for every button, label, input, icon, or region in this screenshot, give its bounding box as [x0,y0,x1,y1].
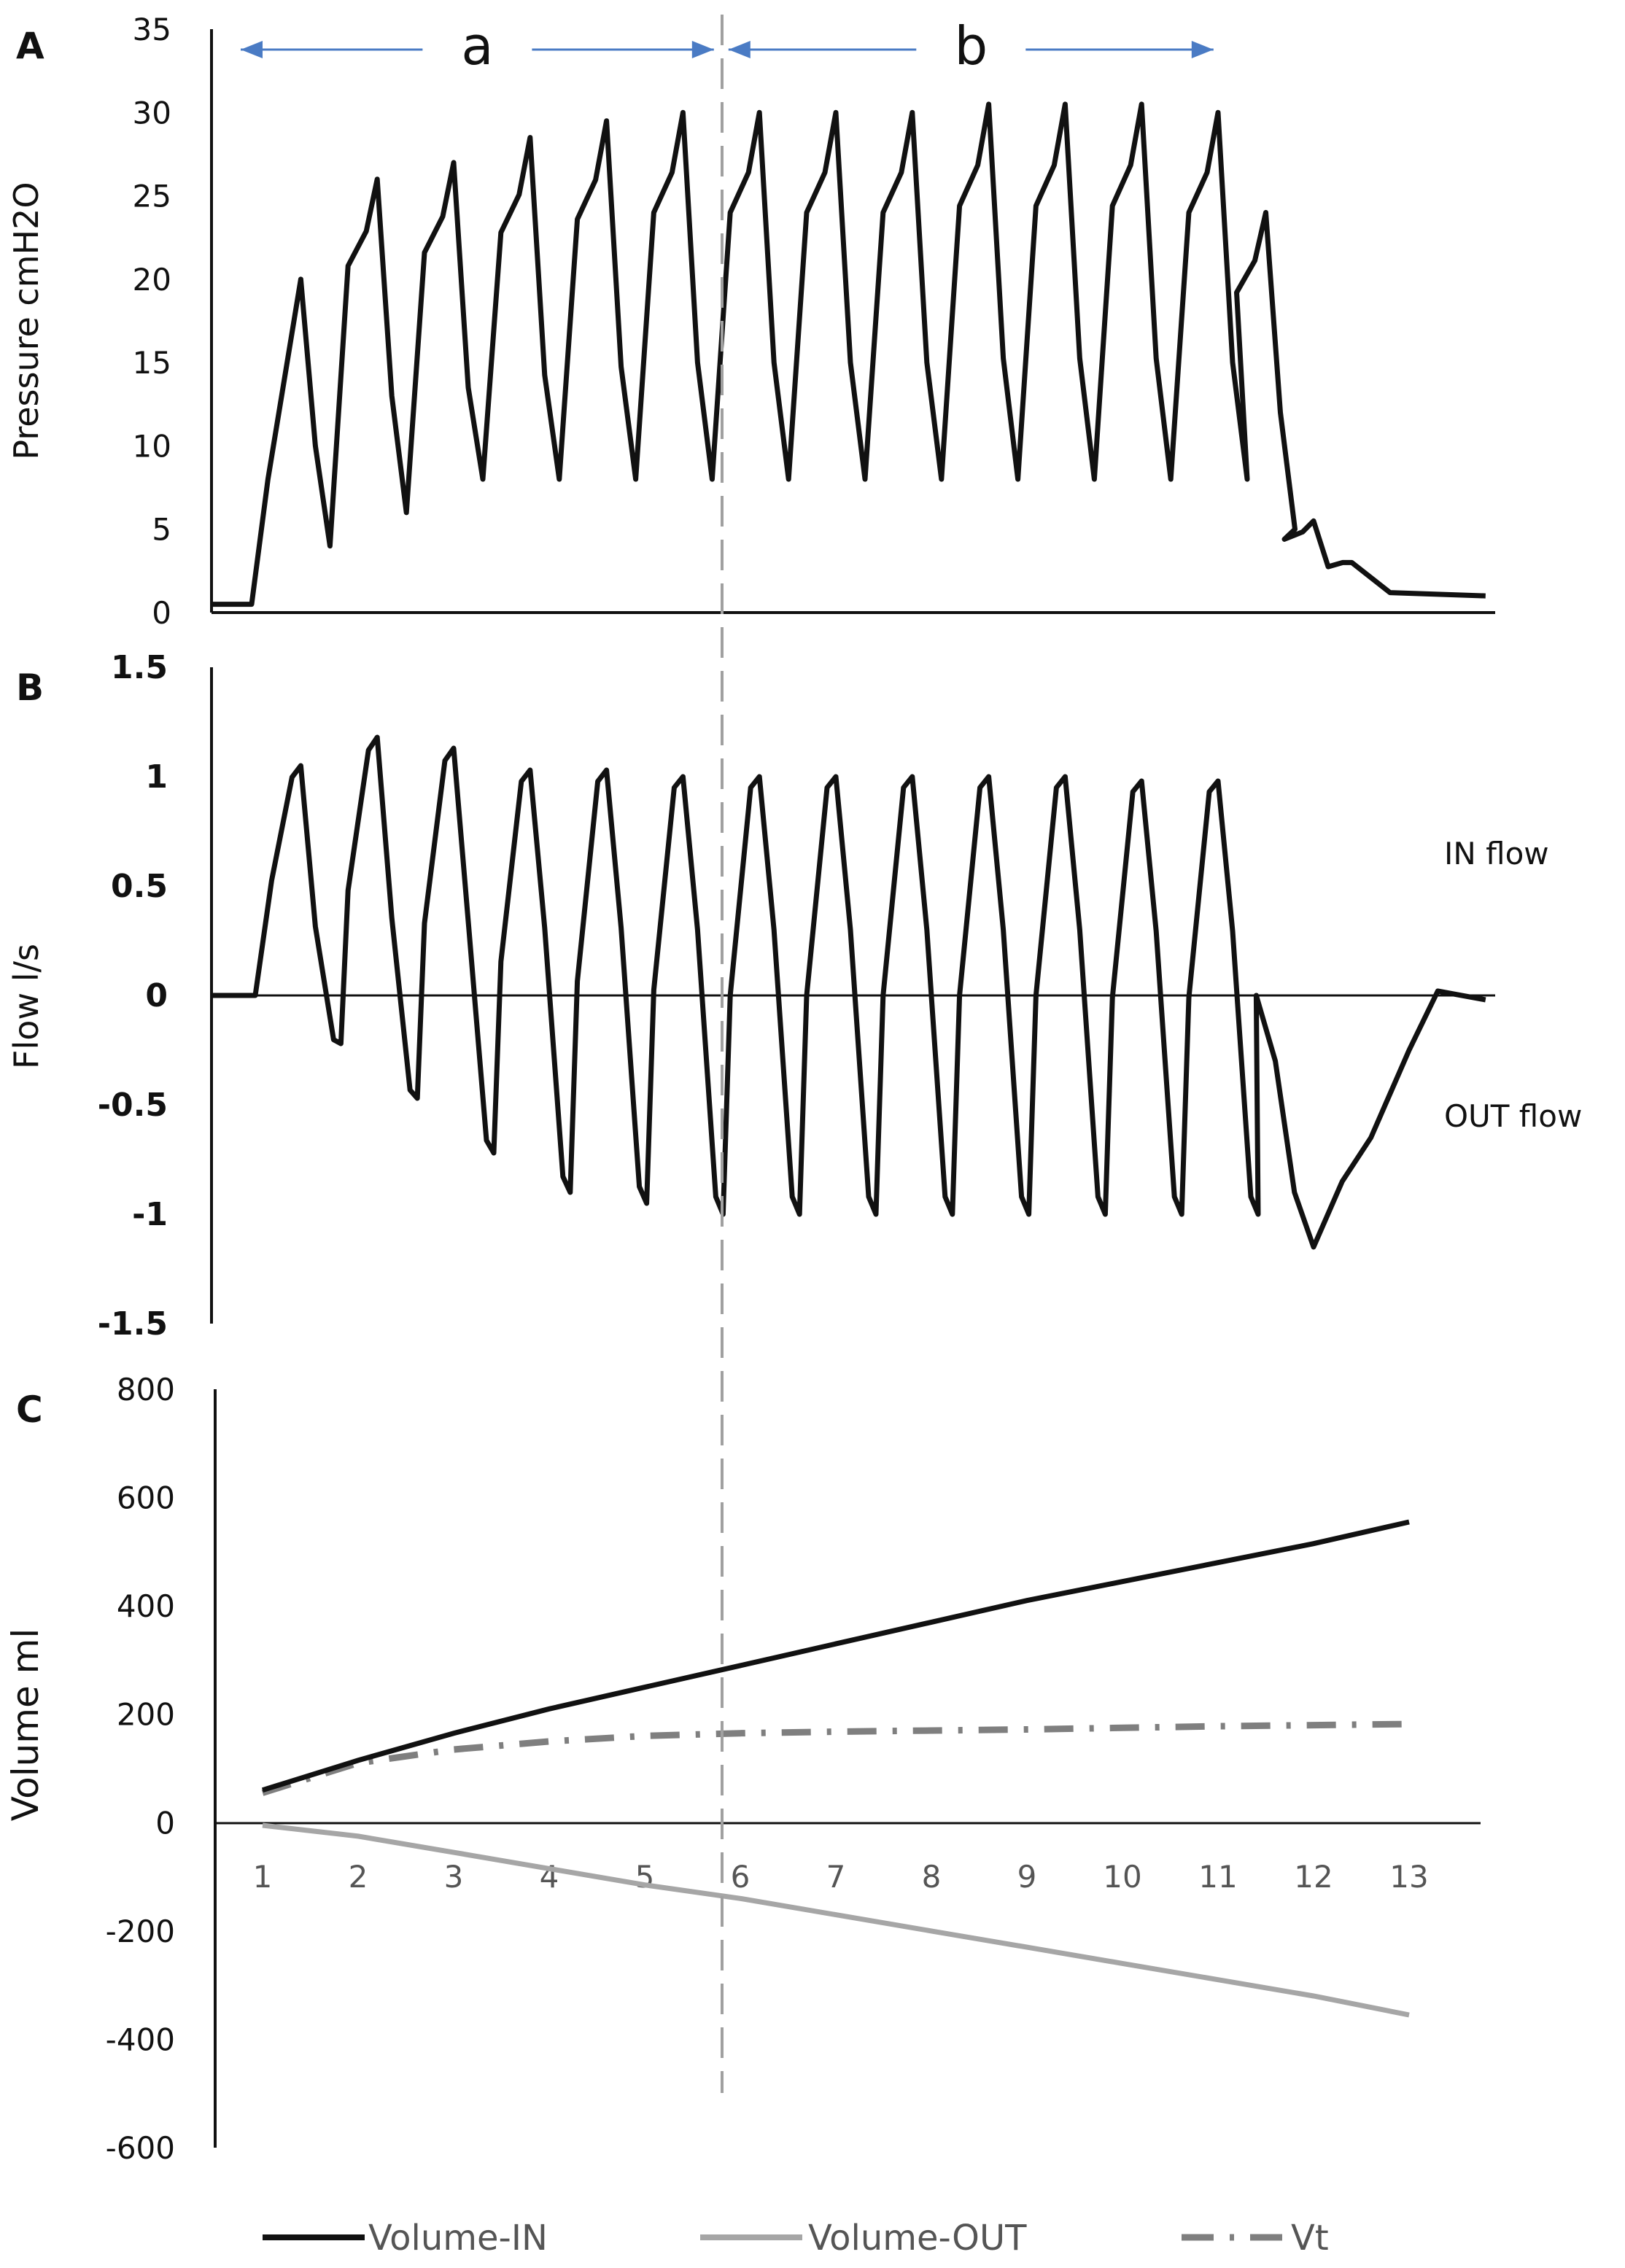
panel-c-xtick: 9 [1017,1859,1037,1895]
panel-a-ylabel: Pressure cmH2O [7,182,46,459]
panel-b-ytick: 0 [145,977,168,1014]
panel-c-ytick: -400 [106,2022,175,2057]
panel-c-ytick: 400 [117,1588,175,1624]
panel-a-ytick: 25 [133,179,171,214]
panel-c-xtick: 13 [1389,1859,1428,1895]
panel-c-ytick: 600 [117,1480,175,1516]
panel-a-ytick: 15 [133,345,171,381]
panel-c-xtick: 3 [444,1859,464,1895]
legend-vt: Vt [1291,2218,1329,2259]
arrowhead-left [241,41,263,58]
panel-c-xtick: 12 [1294,1859,1333,1895]
out-flow-label: OUT flow [1444,1098,1582,1134]
panel-c-xtick: 1 [253,1859,273,1895]
legend-volume-out: Volume-OUT [808,2218,1027,2259]
panel-b-ytick: 1.5 [111,649,168,686]
panel-b-ytick: -1 [132,1196,168,1233]
panel-c-ylabel: Volume ml [4,1628,47,1821]
panel-a: A Pressure cmH2O 35 30 25 20 15 10 5 0 a b [7,12,1495,631]
panel-b-label: B [16,667,44,709]
panel-c-label: C [16,1389,43,1431]
panel-c-xtick: 11 [1198,1859,1237,1895]
legend: Volume-IN Volume-OUT Vt [263,2218,1329,2259]
panel-a-ytick: 10 [133,428,171,464]
panel-b-ytick: 1 [145,758,168,796]
arrowhead-left [728,41,751,58]
arrowhead-right [691,41,714,58]
panel-c-xtick: 8 [922,1859,942,1895]
panel-c-xtick: 5 [635,1859,655,1895]
panel-a-ytick: 20 [133,262,171,298]
arrowhead-right [1191,41,1214,58]
legend-volume-in: Volume-IN [368,2218,548,2259]
panel-b-ytick: -0.5 [98,1087,168,1124]
flow-line [212,734,1486,1250]
volume-out-line [262,1822,1410,2018]
panel-b: B Flow l/s 1.5 1 0.5 0 -0.5 -1 -1.5 IN flow OU… [7,649,1582,1343]
vt-line [261,1720,1410,1796]
panel-c-ytick: 0 [155,1805,175,1841]
panel-b-ytick: 0.5 [111,868,168,905]
pressure-line [212,101,1486,607]
panel-a-ytick: 0 [152,595,171,631]
panel-c-xtick: 7 [826,1859,846,1895]
panel-a-ytick: 35 [133,12,171,47]
panel-a-ytick: 5 [152,512,171,548]
panel-c-ytick: 800 [117,1372,175,1407]
panel-c-ytick: 200 [117,1697,175,1733]
phase-label-a: a [461,15,493,77]
panel-c-xtick: 10 [1103,1859,1141,1895]
volume-in-line [261,1519,1410,1793]
panel-b-ylabel: Flow l/s [7,944,46,1069]
panel-c-ytick: -200 [106,1914,175,1949]
panel-c-xtick: 4 [540,1859,559,1895]
panel-a-label: A [16,25,44,67]
panel-a-ytick: 30 [133,95,171,131]
in-flow-label: IN flow [1444,836,1549,871]
phase-label-b: b [954,15,988,77]
panel-c-xtick: 6 [731,1859,751,1895]
panel-c-xtick: 2 [349,1859,368,1895]
panel-b-ytick: -1.5 [98,1305,168,1343]
panel-c-ytick: -600 [106,2130,175,2166]
